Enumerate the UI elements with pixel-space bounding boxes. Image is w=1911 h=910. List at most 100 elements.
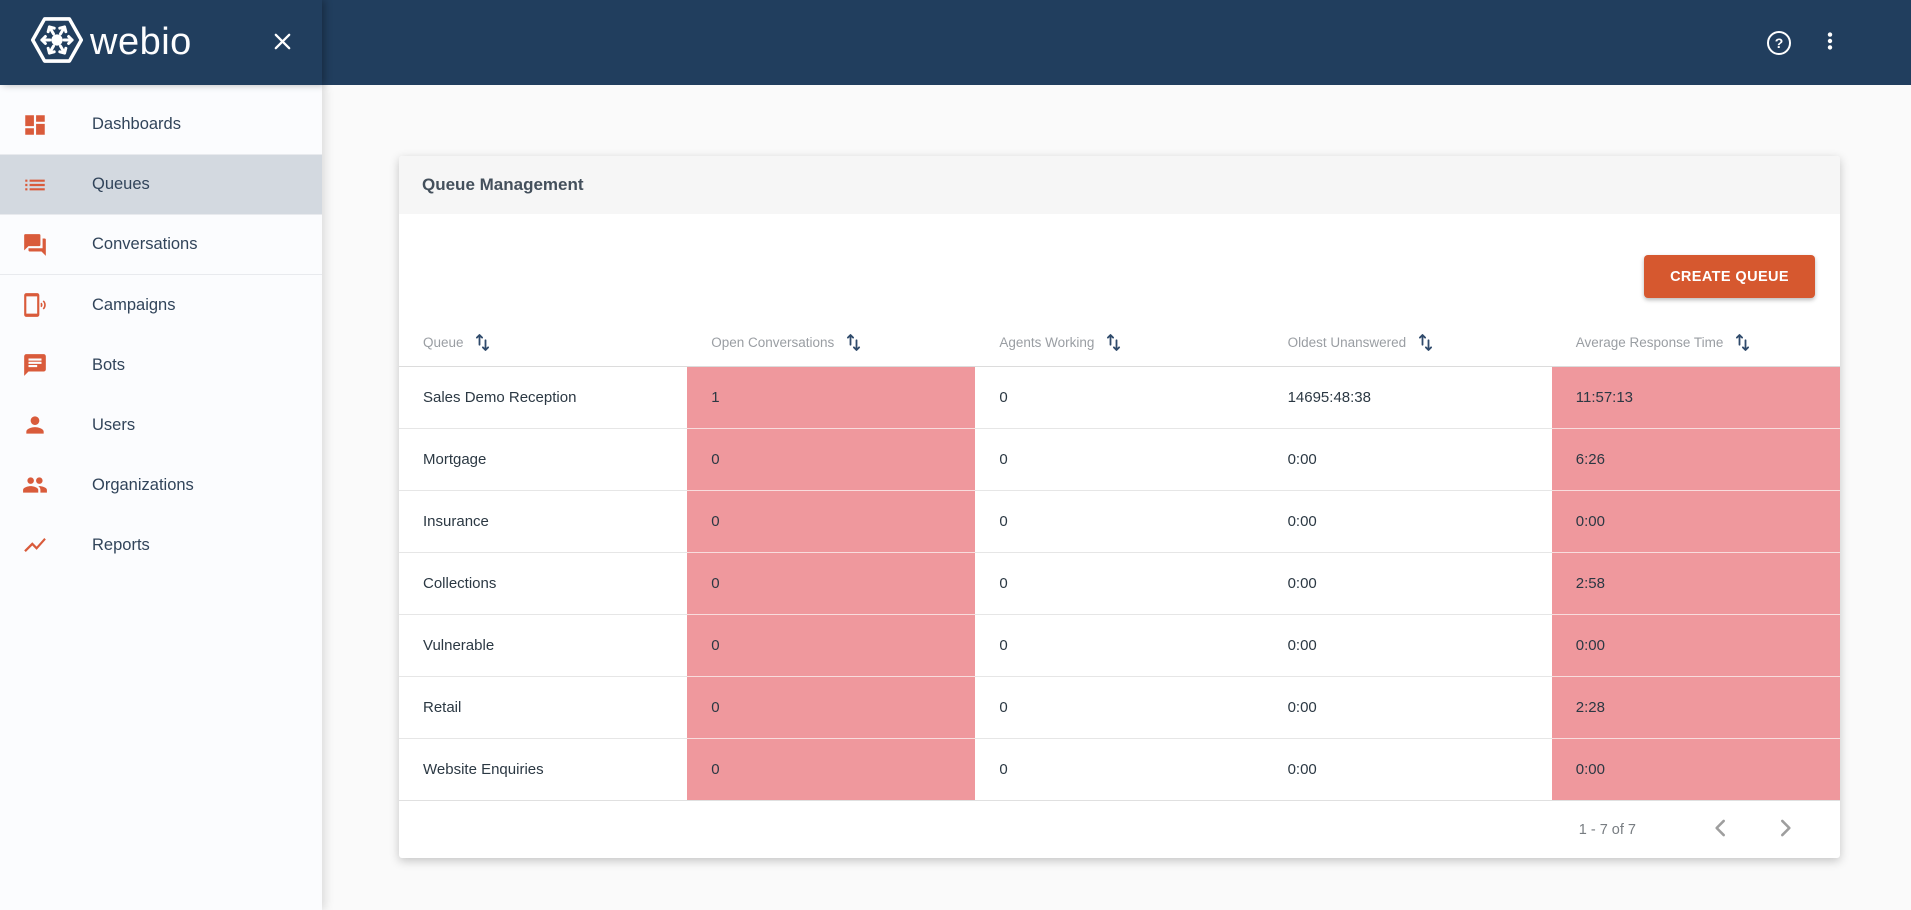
top-bar: webio ? — [0, 0, 1911, 85]
kebab-menu-icon — [1819, 30, 1841, 55]
sort-icon — [1107, 334, 1121, 352]
chevron-left-icon — [1708, 815, 1734, 844]
oldest-unanswered-cell: 0:00 — [1287, 760, 1317, 778]
agents-working-cell: 0 — [975, 490, 1264, 553]
next-page-button[interactable] — [1772, 817, 1798, 843]
sort-icon — [476, 334, 490, 352]
queue-name-cell: Collections — [399, 552, 688, 615]
brand-name: webio — [90, 21, 192, 63]
table-row[interactable]: Insurance 0 0 0:00 0:00 — [399, 490, 1840, 553]
column-header-average-response-time[interactable]: Average Response Time — [1551, 320, 1840, 367]
pagination-range-label: 1 - 7 of 7 — [1578, 821, 1636, 838]
sort-icon — [1736, 334, 1750, 352]
card-toolbar: CREATE QUEUE — [399, 214, 1840, 320]
sidebar-item-dashboards[interactable]: Dashboards — [0, 95, 322, 155]
webio-hexagon-logo-icon — [30, 13, 84, 72]
agents-working-cell: 0 — [975, 366, 1264, 429]
table-row[interactable]: Website Enquiries 0 0 0:00 0:00 — [399, 738, 1840, 800]
agents-working-cell: 0 — [975, 676, 1264, 739]
oldest-unanswered-cell: 0:00 — [1263, 676, 1552, 739]
sidebar-item-label: Bots — [92, 355, 126, 374]
table-row[interactable]: Collections 0 0 0:00 2:58 — [399, 552, 1840, 615]
agents-working-cell: 0 — [975, 614, 1264, 677]
column-header-agents-working[interactable]: Agents Working — [975, 320, 1264, 367]
open-conversations-cell: 1 — [687, 366, 976, 429]
pagination: 1 - 7 of 7 — [399, 800, 1840, 858]
queue-name-cell: Website Enquiries — [423, 760, 544, 778]
average-response-time-cell: 2:28 — [1551, 676, 1840, 739]
previous-page-button[interactable] — [1708, 817, 1734, 843]
sidebar-item-bots[interactable]: Bots — [0, 335, 322, 395]
column-header-queue[interactable]: Queue — [399, 320, 688, 367]
sidebar-item-label: Campaigns — [92, 295, 176, 314]
average-response-time-cell: 11:57:13 — [1551, 366, 1840, 429]
sidebar-item-organizations[interactable]: Organizations — [0, 455, 322, 515]
average-response-time-cell: 0:00 — [1551, 738, 1840, 800]
page-title: Queue Management — [422, 175, 584, 194]
sidebar-item-label: Users — [92, 415, 136, 434]
campaigns-phone-icon — [22, 292, 48, 318]
open-conversations-cell: 0 — [687, 738, 976, 800]
table-header-row: Queue Open Conversations Agents Working — [399, 320, 1840, 367]
agents-working-cell: 0 — [975, 552, 1264, 615]
column-header-open-conversations[interactable]: Open Conversations — [687, 320, 976, 367]
queue-management-card: Queue Management CREATE QUEUE Queue Open… — [399, 156, 1840, 858]
sort-icon — [847, 334, 861, 352]
brand-area: webio — [0, 0, 322, 85]
open-conversations-cell: 0 — [687, 676, 976, 739]
sidebar-item-users[interactable]: Users — [0, 395, 322, 455]
sidebar-item-label: Reports — [92, 535, 150, 554]
help-button[interactable]: ? — [1767, 30, 1791, 55]
user-icon — [22, 412, 48, 438]
sidebar-item-label: Conversations — [92, 235, 198, 253]
sidebar-item-label: Queues — [92, 175, 150, 193]
brand-logo: webio — [30, 13, 192, 72]
sidebar-item-conversations[interactable]: Conversations — [0, 215, 322, 275]
column-header-oldest-unanswered[interactable]: Oldest Unanswered — [1263, 320, 1552, 367]
average-response-time-cell: 0:00 — [1551, 490, 1840, 553]
sidebar: Dashboards Queues Conversations Campaign… — [0, 85, 322, 910]
sidebar-item-campaigns[interactable]: Campaigns — [0, 275, 322, 335]
create-queue-button[interactable]: CREATE QUEUE — [1644, 255, 1815, 298]
organizations-group-icon — [22, 472, 48, 498]
queues-table: Queue Open Conversations Agents Working — [399, 320, 1840, 800]
topbar-actions: ? — [322, 0, 1911, 85]
agents-working-cell: 0 — [975, 428, 1264, 491]
average-response-time-cell: 6:26 — [1551, 428, 1840, 491]
queue-name-cell: Vulnerable — [399, 614, 688, 677]
card-header: Queue Management — [399, 156, 1840, 214]
oldest-unanswered-cell: 0:00 — [1263, 428, 1552, 491]
oldest-unanswered-cell: 0:00 — [1263, 552, 1552, 615]
close-icon — [271, 30, 294, 56]
open-conversations-cell: 0 — [687, 428, 976, 491]
oldest-unanswered-cell: 14695:48:38 — [1263, 366, 1552, 429]
table-row[interactable]: Retail 0 0 0:00 2:28 — [399, 676, 1840, 739]
oldest-unanswered-cell: 0:00 — [1263, 490, 1552, 553]
queue-name-cell: Insurance — [399, 490, 688, 553]
open-conversations-cell: 0 — [687, 552, 976, 615]
help-icon: ? — [1767, 30, 1791, 55]
average-response-time-cell: 0:00 — [1551, 614, 1840, 677]
open-conversations-cell: 0 — [687, 490, 976, 553]
open-conversations-cell: 0 — [687, 614, 976, 677]
queues-list-icon — [22, 172, 48, 198]
main-content: Queue Management CREATE QUEUE Queue Open… — [322, 85, 1911, 910]
sidebar-item-label: Organizations — [92, 475, 194, 494]
sort-icon — [1418, 334, 1432, 352]
chevron-right-icon — [1772, 815, 1798, 844]
queue-name-cell: Mortgage — [399, 428, 688, 491]
sidebar-item-label: Dashboards — [92, 115, 181, 133]
sidebar-item-queues[interactable]: Queues — [0, 155, 322, 215]
dashboard-icon — [22, 112, 48, 138]
reports-chart-icon — [22, 532, 48, 558]
conversations-icon — [22, 232, 48, 258]
oldest-unanswered-cell: 0:00 — [1263, 614, 1552, 677]
close-sidebar-button[interactable] — [271, 30, 294, 56]
queue-name-cell: Retail — [399, 676, 688, 739]
overflow-menu-button[interactable] — [1819, 30, 1841, 55]
bots-chat-icon — [22, 352, 48, 378]
table-row[interactable]: Mortgage 0 0 0:00 6:26 — [399, 428, 1840, 491]
sidebar-item-reports[interactable]: Reports — [0, 515, 322, 575]
table-row[interactable]: Sales Demo Reception 1 0 14695:48:38 11:… — [399, 366, 1840, 429]
table-row[interactable]: Vulnerable 0 0 0:00 0:00 — [399, 614, 1840, 677]
